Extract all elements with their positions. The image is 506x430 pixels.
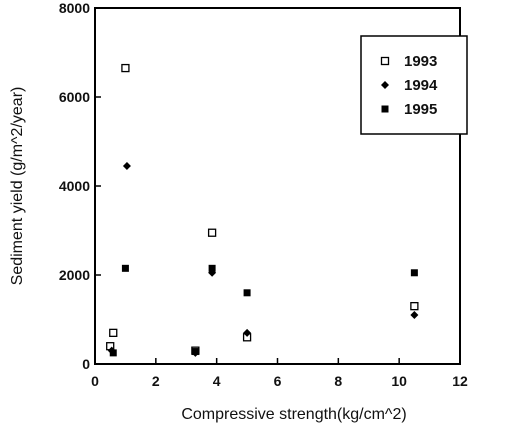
y-tick-label: 4000 xyxy=(59,178,90,194)
point-1995 xyxy=(109,349,117,357)
y-tick-label: 8000 xyxy=(59,0,90,16)
legend-marker-1994 xyxy=(381,81,389,89)
legend-markers xyxy=(380,56,390,113)
y-axis-ticks: 0 2000 4000 6000 8000 xyxy=(59,0,101,372)
legend-label-1995: 1995 xyxy=(404,101,437,118)
legend-marker-1993 xyxy=(380,56,390,66)
point-1994 xyxy=(122,161,131,170)
legend-marker-1995 xyxy=(381,105,389,113)
point-1993 xyxy=(121,63,130,73)
legend-box xyxy=(360,35,468,135)
y-axis-title: Sediment yield (g/m^2/year) xyxy=(9,87,26,286)
point-1994 xyxy=(410,311,419,320)
x-tick-label: 2 xyxy=(152,373,160,389)
y-tick-label: 6000 xyxy=(59,89,90,105)
x-axis-ticks: 0 2 4 6 8 10 12 xyxy=(91,358,468,389)
point-1995 xyxy=(410,269,418,277)
x-tick-label: 0 xyxy=(91,373,99,389)
point-1995 xyxy=(121,264,129,272)
point-1993 xyxy=(207,228,217,237)
x-tick-label: 10 xyxy=(391,373,407,389)
point-1993 xyxy=(109,328,118,338)
point-1994 xyxy=(243,328,252,337)
point-1995 xyxy=(208,264,216,272)
point-1995 xyxy=(243,289,251,297)
x-tick-label: 4 xyxy=(213,373,221,389)
x-axis-title: Compressive strength(kg/cm^2) xyxy=(181,406,406,423)
point-1993 xyxy=(410,301,419,311)
x-tick-label: 6 xyxy=(274,373,282,389)
legend-label-1993: 1993 xyxy=(404,53,437,70)
y-tick-label: 2000 xyxy=(59,267,90,283)
data-points xyxy=(106,63,419,357)
x-tick-label: 8 xyxy=(334,373,342,389)
point-1995 xyxy=(191,348,199,356)
y-tick-label: 0 xyxy=(82,356,90,372)
legend-label-1994: 1994 xyxy=(404,77,438,94)
legend: 1993 1994 1995 xyxy=(360,35,468,135)
x-tick-label: 12 xyxy=(452,373,468,389)
